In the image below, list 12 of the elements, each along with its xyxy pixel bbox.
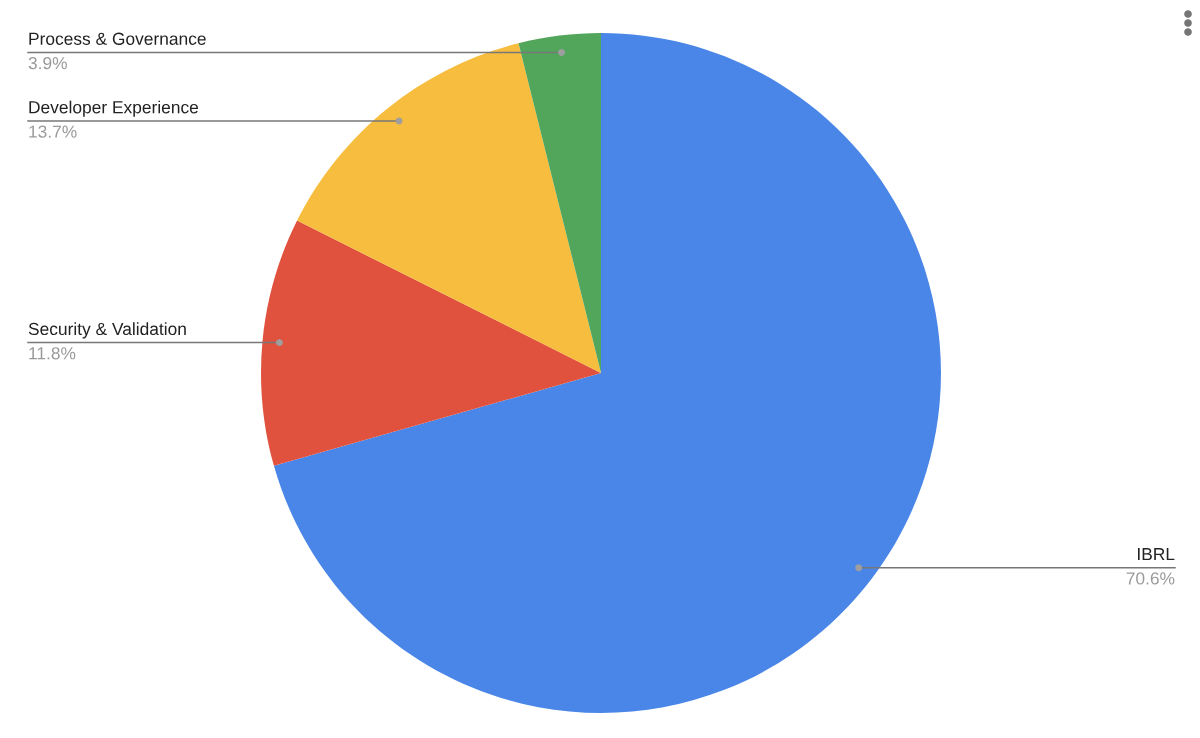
slice-label: Security & Validation	[28, 322, 186, 339]
pie-slice	[297, 43, 601, 373]
slice-label: Developer Experience	[29, 100, 199, 117]
slice-label: Process & Governance	[29, 32, 206, 45]
data-label: 11.8%	[29, 347, 76, 360]
pie-slice	[518, 33, 601, 373]
data-label: 3.9%	[28, 56, 67, 70]
pie-slice	[273, 33, 941, 713]
data-label: 70.6%	[1126, 572, 1175, 585]
data-label: 13.7%	[29, 125, 77, 138]
pie-slice	[261, 220, 601, 466]
slice-label: IBRL	[1138, 548, 1175, 561]
